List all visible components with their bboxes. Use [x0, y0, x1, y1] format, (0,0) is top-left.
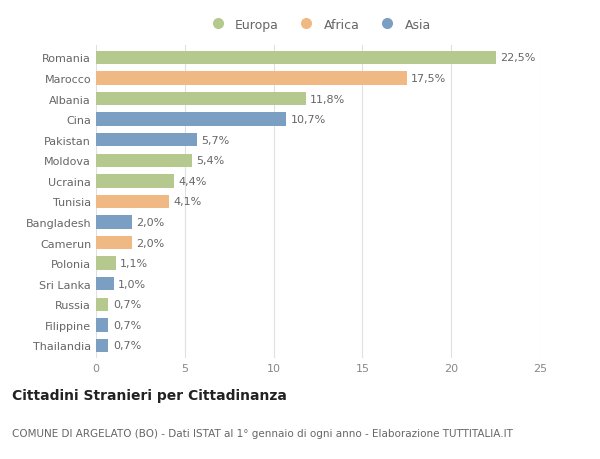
Bar — [96, 72, 407, 85]
Text: 4,1%: 4,1% — [173, 197, 202, 207]
Text: 5,7%: 5,7% — [202, 135, 230, 146]
Text: 10,7%: 10,7% — [290, 115, 326, 125]
Text: 1,1%: 1,1% — [120, 258, 148, 269]
Text: Cittadini Stranieri per Cittadinanza: Cittadini Stranieri per Cittadinanza — [12, 388, 287, 403]
Text: 22,5%: 22,5% — [500, 53, 535, 63]
Text: 5,4%: 5,4% — [196, 156, 224, 166]
Text: 11,8%: 11,8% — [310, 94, 345, 104]
Text: 0,7%: 0,7% — [113, 320, 141, 330]
Bar — [96, 298, 109, 311]
Text: COMUNE DI ARGELATO (BO) - Dati ISTAT al 1° gennaio di ogni anno - Elaborazione T: COMUNE DI ARGELATO (BO) - Dati ISTAT al … — [12, 428, 513, 438]
Legend: Europa, Africa, Asia: Europa, Africa, Asia — [200, 14, 436, 37]
Bar — [96, 339, 109, 353]
Bar — [96, 134, 197, 147]
Bar — [96, 257, 116, 270]
Bar — [96, 113, 286, 127]
Bar — [96, 319, 109, 332]
Bar — [96, 154, 192, 168]
Bar — [96, 195, 169, 209]
Bar — [96, 216, 131, 229]
Text: 4,4%: 4,4% — [179, 176, 207, 186]
Bar — [96, 93, 305, 106]
Bar — [96, 51, 496, 65]
Bar — [96, 236, 131, 250]
Text: 17,5%: 17,5% — [411, 74, 446, 84]
Text: 0,7%: 0,7% — [113, 300, 141, 310]
Text: 0,7%: 0,7% — [113, 341, 141, 351]
Bar — [96, 175, 174, 188]
Text: 2,0%: 2,0% — [136, 218, 164, 228]
Text: 1,0%: 1,0% — [118, 279, 146, 289]
Bar — [96, 277, 114, 291]
Text: 2,0%: 2,0% — [136, 238, 164, 248]
